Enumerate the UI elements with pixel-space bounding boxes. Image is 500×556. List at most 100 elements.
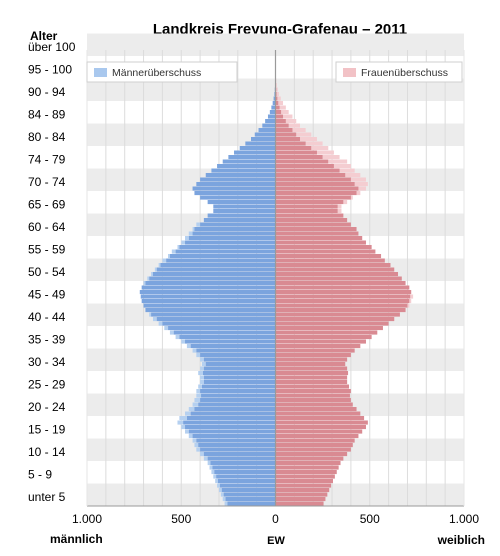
bar-female-age-46	[275, 294, 411, 299]
bar-female-surplus-age-89	[278, 101, 284, 106]
bar-male-age-78	[234, 150, 276, 155]
bar-female-age-58	[275, 240, 366, 245]
bar-female-age-62	[275, 222, 351, 227]
y-tick-label: 74 - 79	[28, 153, 66, 167]
bar-male-age-5	[218, 479, 276, 484]
bar-male-age-34	[196, 348, 276, 353]
bar-male-surplus-age-6	[213, 474, 217, 479]
bar-female-surplus-age-44	[407, 303, 410, 308]
bar-female-age-36	[275, 339, 366, 344]
bar-female-age-72	[275, 177, 351, 182]
bar-female-surplus-age-79	[311, 146, 329, 151]
bar-male-age-11	[203, 452, 276, 457]
y-tick-label: 10 - 14	[28, 445, 66, 459]
bar-male-age-7	[214, 470, 276, 475]
bar-male-surplus-age-2	[220, 492, 224, 497]
bar-female-age-77	[275, 155, 323, 160]
surplus-bars	[143, 65, 414, 506]
bar-male-age-53	[160, 263, 276, 268]
bar-male-surplus-age-51	[151, 272, 153, 277]
bar-female-age-70	[275, 186, 359, 191]
bar-female-age-33	[275, 353, 351, 358]
bar-female-surplus-age-80	[305, 141, 323, 146]
bar-male-surplus-age-59	[185, 236, 189, 241]
bar-male-surplus-age-0	[224, 501, 228, 506]
bar-female-age-82	[275, 132, 297, 137]
bar-male-age-61	[194, 227, 276, 232]
bar-female-surplus-age-73	[345, 173, 361, 178]
bar-male-surplus-age-38	[169, 330, 174, 335]
bar-female-age-68	[275, 195, 351, 200]
bar-male-age-1	[225, 497, 276, 502]
bar-male-age-44	[143, 303, 276, 308]
bar-female-age-56	[275, 249, 376, 254]
bar-female-age-4	[275, 483, 332, 488]
y-tick-label: 5 - 9	[28, 468, 52, 482]
bar-female-surplus-age-84	[288, 123, 301, 128]
y-tick-label: 65 - 69	[28, 198, 66, 212]
bar-male-age-42	[151, 312, 276, 317]
bar-male-age-52	[156, 267, 276, 272]
bar-female-age-21	[275, 407, 357, 412]
y-tick-label: 95 - 100	[28, 63, 72, 77]
bar-male-age-47	[139, 290, 276, 295]
bar-female-age-47	[275, 290, 412, 295]
bar-male-age-89	[272, 101, 276, 106]
bar-male-age-83	[258, 128, 276, 133]
bar-female-surplus-age-71	[354, 182, 368, 187]
bar-male-age-43	[145, 308, 276, 313]
y-tick-labels: über 100 95 - 100 90 - 94 84 - 89 80 - 84 74 …	[28, 40, 76, 504]
bar-female-age-38	[275, 330, 378, 335]
legend-female-surplus: Frauenüberschuss	[335, 61, 463, 83]
bar-male-surplus-age-41	[152, 317, 157, 322]
bar-female-age-9	[275, 461, 341, 466]
x-label-male: männlich	[50, 532, 103, 546]
bar-male-surplus-age-28	[200, 375, 204, 380]
bar-male-age-86	[267, 114, 276, 119]
bar-female-age-32	[275, 357, 348, 362]
bar-female-surplus-age-82	[296, 132, 312, 137]
bar-male-age-57	[179, 245, 276, 250]
bar-male-age-38	[173, 330, 276, 335]
bar-female-age-11	[275, 452, 348, 457]
bar-male-age-64	[207, 213, 276, 218]
bar-male-age-32	[203, 357, 276, 362]
y-tick-label: 25 - 29	[28, 378, 66, 392]
bar-male-age-28	[203, 375, 276, 380]
bar-male-surplus-age-40	[158, 321, 163, 326]
bar-male-age-73	[205, 173, 276, 178]
bar-female-surplus-age-46	[410, 294, 414, 299]
bar-female-age-48	[275, 285, 410, 290]
bar-male-age-41	[156, 317, 276, 322]
bar-female-age-5	[275, 479, 333, 484]
bar-male-age-63	[203, 218, 276, 223]
bar-male-age-27	[203, 380, 276, 385]
bar-male-age-36	[185, 339, 276, 344]
bar-male-age-15	[192, 434, 276, 439]
bar-male-age-70	[192, 186, 276, 191]
bar-male-age-55	[169, 254, 276, 259]
x-tick-label: 1.000	[449, 512, 479, 526]
y-tick-label: 55 - 59	[28, 243, 66, 257]
bar-male-surplus-age-12	[196, 447, 201, 452]
bar-male-surplus-age-3	[218, 488, 222, 493]
bar-female-age-53	[275, 263, 391, 268]
bar-male-surplus-age-57	[177, 245, 180, 250]
bar-female-age-74	[275, 168, 340, 173]
bar-male-surplus-age-26	[198, 384, 202, 389]
bar-female-age-0	[275, 501, 324, 506]
bar-male-age-76	[222, 159, 276, 164]
bar-male-age-68	[200, 195, 276, 200]
bar-male-age-17	[185, 425, 276, 430]
bar-male-age-33	[200, 353, 276, 358]
bar-female-age-1	[275, 497, 326, 502]
bar-male-surplus-age-32	[200, 357, 204, 362]
legend-swatch-female	[335, 61, 463, 83]
bar-female-age-12	[275, 447, 351, 452]
bar-female-age-24	[275, 393, 350, 398]
bar-male-surplus-age-35	[186, 344, 191, 349]
bar-female-surplus-age-65	[337, 209, 342, 214]
bar-female-age-79	[275, 146, 312, 151]
bar-male-age-24	[201, 393, 276, 398]
bar-female-age-44	[275, 303, 408, 308]
